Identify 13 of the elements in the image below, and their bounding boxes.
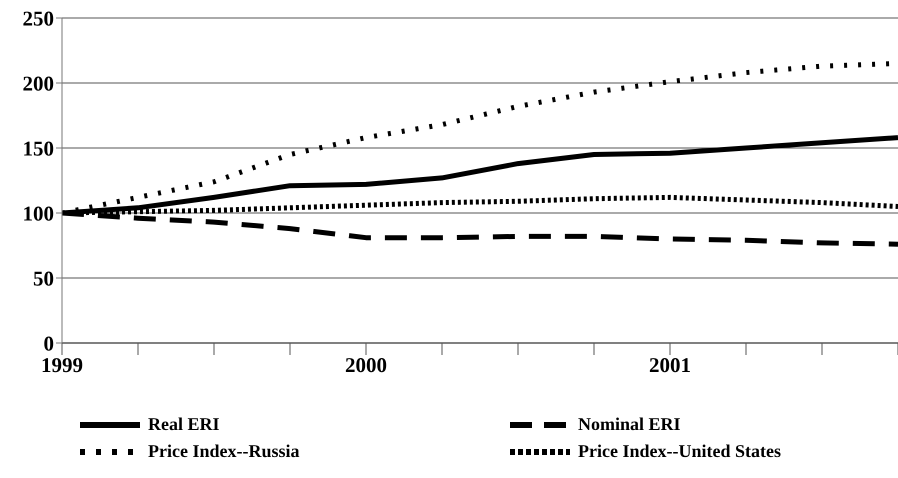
x-tick-label: 2000 <box>345 352 387 377</box>
y-tick-label: 200 <box>22 71 54 96</box>
x-tick-label: 2001 <box>649 352 691 377</box>
x-tick-label: 1999 <box>41 352 83 377</box>
y-tick-label: 0 <box>44 331 54 356</box>
y-tick-label: 250 <box>22 6 54 30</box>
legend-label: Nominal ERI <box>578 414 681 435</box>
legend-label: Real ERI <box>148 414 220 435</box>
legend-label: Price Index--Russia <box>148 441 300 462</box>
y-tick-label: 100 <box>22 201 54 226</box>
legend-label: Price Index--United States <box>578 441 781 462</box>
y-tick-label: 150 <box>22 136 54 160</box>
y-tick-label: 50 <box>33 266 54 290</box>
